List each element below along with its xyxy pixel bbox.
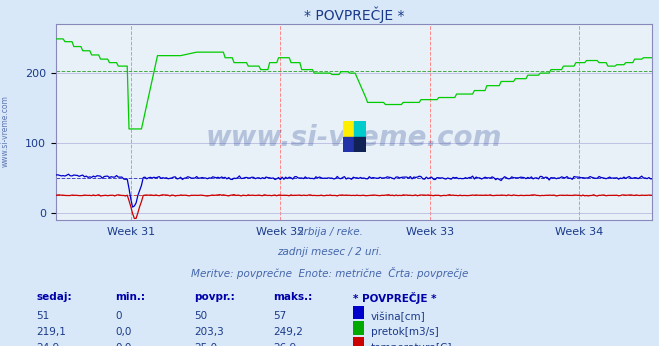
- Text: www.si-vreme.com: www.si-vreme.com: [206, 124, 502, 152]
- Text: 219,1: 219,1: [36, 327, 66, 337]
- Text: povpr.:: povpr.:: [194, 292, 235, 302]
- Text: 0,0: 0,0: [115, 327, 132, 337]
- Text: * POVPREČJE *: * POVPREČJE *: [353, 292, 436, 304]
- Text: Meritve: povprečne  Enote: metrične  Črta: povprečje: Meritve: povprečne Enote: metrične Črta:…: [191, 267, 468, 279]
- Text: temperatura[C]: temperatura[C]: [371, 343, 453, 346]
- Text: zadnji mesec / 2 uri.: zadnji mesec / 2 uri.: [277, 247, 382, 257]
- Bar: [355, 121, 366, 137]
- Text: min.:: min.:: [115, 292, 146, 302]
- Text: www.si-vreme.com: www.si-vreme.com: [1, 95, 10, 167]
- Bar: [343, 137, 355, 152]
- Text: 24,9: 24,9: [36, 343, 59, 346]
- Title: * POVPREČJE *: * POVPREČJE *: [304, 7, 405, 23]
- Text: 203,3: 203,3: [194, 327, 224, 337]
- Text: pretok[m3/s]: pretok[m3/s]: [371, 327, 439, 337]
- Text: višina[cm]: višina[cm]: [371, 311, 426, 322]
- Text: 25,0: 25,0: [194, 343, 217, 346]
- Text: Srbija / reke.: Srbija / reke.: [297, 227, 362, 237]
- Text: maks.:: maks.:: [273, 292, 313, 302]
- Text: 51: 51: [36, 311, 49, 321]
- Text: 50: 50: [194, 311, 208, 321]
- Text: 0: 0: [115, 311, 122, 321]
- Text: 26,9: 26,9: [273, 343, 297, 346]
- Bar: [355, 137, 366, 152]
- Bar: [343, 121, 355, 137]
- Text: 249,2: 249,2: [273, 327, 303, 337]
- Text: 0,0: 0,0: [115, 343, 132, 346]
- Text: 57: 57: [273, 311, 287, 321]
- Text: sedaj:: sedaj:: [36, 292, 72, 302]
